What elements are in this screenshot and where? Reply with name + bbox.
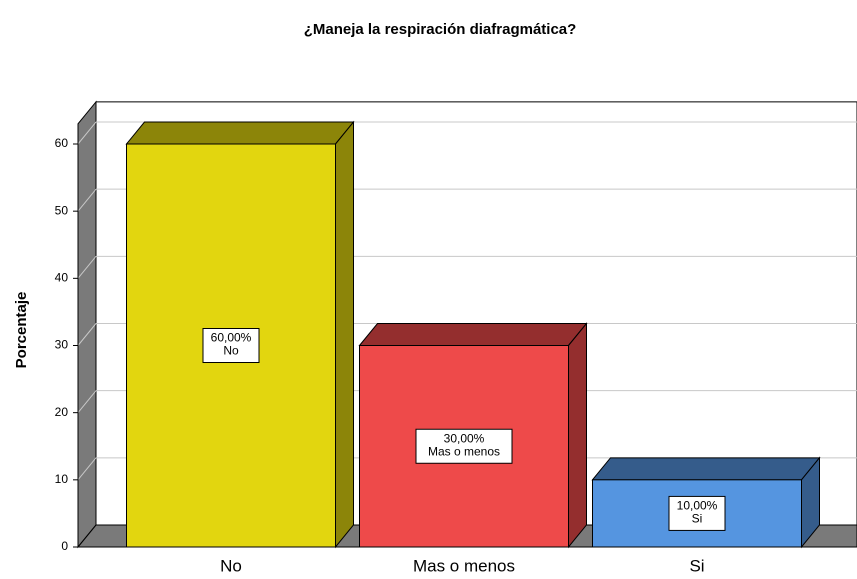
grid-line bbox=[77, 457, 97, 481]
bar-top bbox=[125, 121, 355, 145]
y-tick-label: 10 bbox=[55, 472, 69, 486]
data-label-box bbox=[415, 428, 513, 464]
chart-title: ¿Maneja la respiración diafragmática? bbox=[304, 21, 577, 38]
y-tick-label: 60 bbox=[55, 136, 69, 150]
left-wall bbox=[77, 100, 97, 549]
data-label-category: No bbox=[223, 344, 239, 358]
grid-line bbox=[77, 121, 97, 145]
y-tick-label: 50 bbox=[55, 203, 69, 217]
grid-line bbox=[77, 188, 97, 212]
bar bbox=[125, 120, 355, 549]
bar-top bbox=[591, 457, 821, 481]
grid-line bbox=[77, 323, 97, 346]
bar-side bbox=[568, 322, 587, 549]
data-label-box bbox=[202, 328, 260, 363]
data-label-category: Si bbox=[692, 512, 703, 526]
y-tick-label: 40 bbox=[55, 271, 69, 285]
bar-top bbox=[358, 323, 588, 346]
y-tick-label: 30 bbox=[55, 338, 69, 352]
data-label: 10,00% bbox=[677, 499, 718, 513]
data-label-category: Mas o menos bbox=[428, 444, 500, 458]
y-axis-label: Porcentaje bbox=[13, 292, 30, 369]
y-tick-label: 0 bbox=[61, 539, 68, 553]
data-label-box bbox=[668, 495, 726, 531]
grid-line bbox=[77, 390, 97, 413]
bar-side bbox=[335, 120, 354, 549]
y-tick-label: 20 bbox=[55, 405, 69, 419]
grid-line bbox=[77, 256, 97, 279]
x-tick-label: Mas o menos bbox=[413, 556, 515, 575]
data-label: 30,00% bbox=[444, 431, 485, 445]
x-tick-label: No bbox=[220, 556, 242, 575]
x-tick-label: Si bbox=[689, 556, 704, 575]
data-label: 60,00% bbox=[211, 331, 252, 345]
